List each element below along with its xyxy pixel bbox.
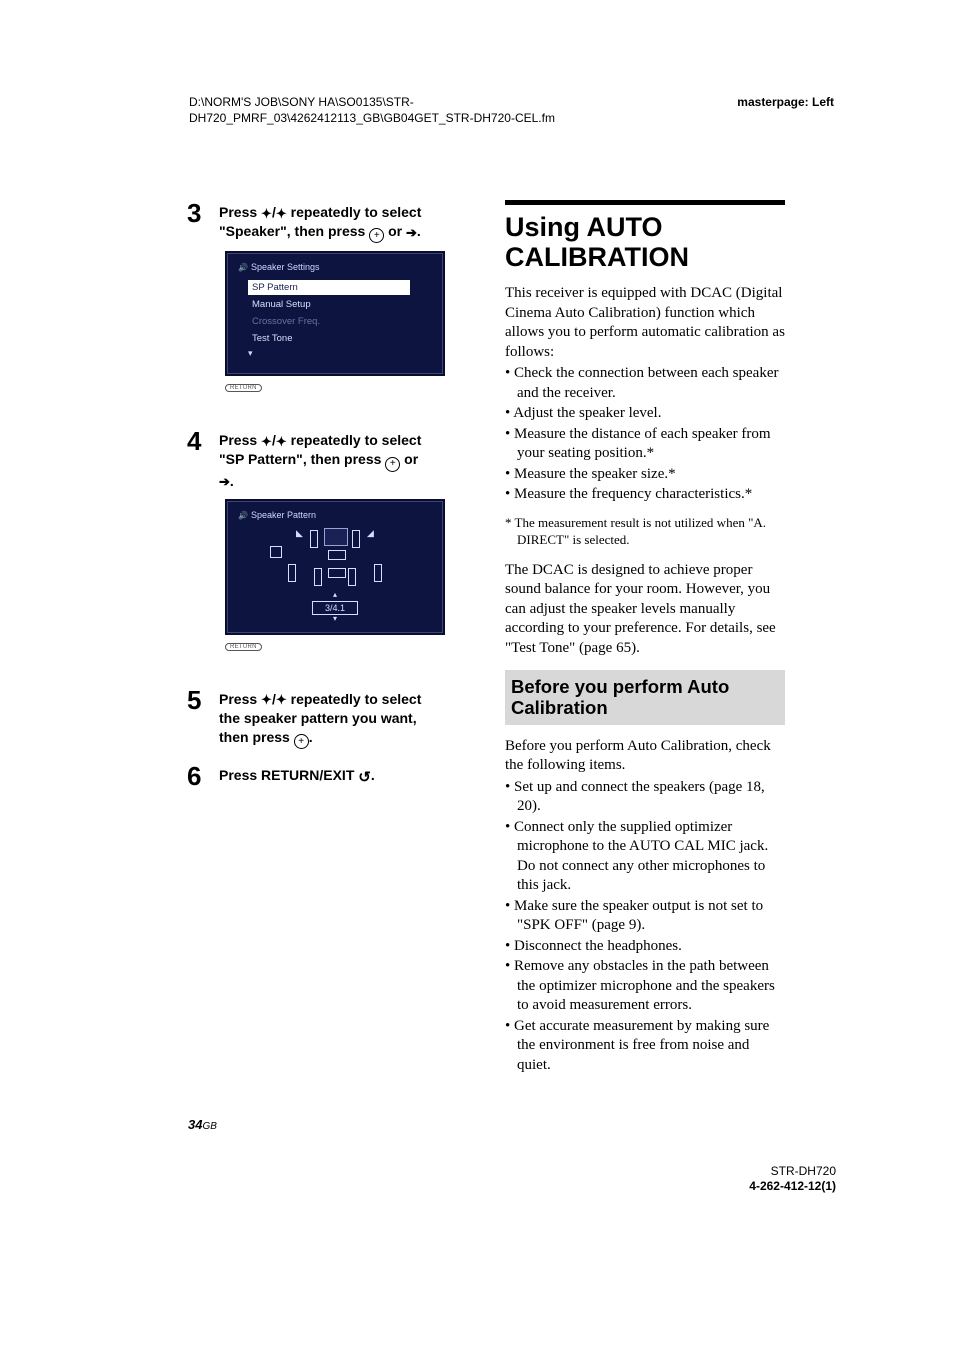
step-number: 4 [187,428,207,672]
bullet-list-1: Check the connection between each speake… [505,364,785,505]
step-body: Press ✦/✦ repeatedly to select the speak… [219,687,467,749]
footer-code: 4-262-412-12(1) [749,1179,836,1195]
right-icon: ➔ [219,473,230,491]
text: or [384,223,406,239]
left-column: 3 Press ✦/✦ repeatedly to select "Speake… [187,200,467,1085]
header-bar: D:\NORM'S JOB\SONY HA\SO0135\STR-DH720_P… [189,95,834,126]
page-num-suffix: GB [202,1121,216,1132]
up-icon: ✦ [261,205,272,223]
step-4: 4 Press ✦/✦ repeatedly to select "SP Pat… [187,428,467,672]
speaker-icon [314,568,322,586]
text: . [309,729,313,745]
crossed-speaker-icon: ◣ [367,528,374,539]
menu-item: Manual Setup [248,297,410,312]
screen-title: Speaker Settings [238,262,432,272]
up-icon: ✦ [261,433,272,451]
footer-right: STR-DH720 4-262-412-12(1) [749,1164,836,1195]
list-item: Remove any obstacles in the path between… [505,957,785,1016]
paragraph: This receiver is equipped with DCAC (Dig… [505,284,785,362]
down-icon: ✦ [276,691,287,709]
speaker-icon [352,530,360,548]
return-tag: RETURN [225,384,262,392]
step-3: 3 Press ✦/✦ repeatedly to select "Speake… [187,200,467,414]
list-item: Get accurate measurement by making sure … [505,1017,785,1076]
step-body: Press ✦/✦ repeatedly to select "Speaker"… [219,200,467,414]
text: "Speaker", then press [219,223,369,239]
page-number: 34GB [188,1117,217,1132]
menu-item: Test Tone [248,331,410,346]
list-item: Measure the distance of each speaker fro… [505,425,785,464]
right-column: Using AUTO CALIBRATION This receiver is … [505,200,785,1085]
page-content: 3 Press ✦/✦ repeatedly to select "Speake… [187,200,785,1085]
down-icon: ✦ [276,433,287,451]
menu-item-selected: SP Pattern [248,280,410,295]
text: . [371,767,375,783]
return-icon: ↺ [358,768,371,788]
text: the speaker pattern you want, [219,710,417,726]
footer-model: STR-DH720 [749,1164,836,1180]
list-item: Set up and connect the speakers (page 18… [505,778,785,817]
text: Press [219,691,261,707]
speaker-icon [348,568,356,586]
text: then press [219,729,294,745]
step-5: 5 Press ✦/✦ repeatedly to select the spe… [187,687,467,749]
file-path: D:\NORM'S JOB\SONY HA\SO0135\STR-DH720_P… [189,95,669,126]
list-item: Adjust the speaker level. [505,404,785,424]
step-number: 5 [187,687,207,749]
list-item: Measure the speaker size.* [505,465,785,485]
center-speaker-icon [328,550,346,560]
up-icon: ✦ [261,691,272,709]
heading-1: Using AUTO CALIBRATION [505,200,785,272]
text: repeatedly to select [287,691,422,707]
text: Press RETURN/EXIT [219,767,358,783]
list-item: Make sure the speaker output is not set … [505,897,785,936]
page-num-value: 34 [188,1117,202,1132]
list-item: Measure the frequency characteristics.* [505,485,785,505]
footnote: * The measurement result is not utilized… [505,515,785,549]
text: Press [219,432,261,448]
down-arrow-icon: ▾ [333,614,337,623]
pattern-value: 3/4.1 [312,601,358,615]
text: or [400,451,418,467]
step-body: Press ✦/✦ repeatedly to select "SP Patte… [219,428,467,672]
speaker-icon [288,564,296,582]
speaker-icon [310,530,318,548]
speaker-icon [328,568,346,578]
masterpage-label: masterpage: Left [737,95,834,126]
speaker-settings-screenshot: Speaker Settings SP Pattern Manual Setup… [225,251,445,394]
text: Press [219,204,261,220]
speaker-layout: ◣ ◣ [258,528,412,618]
step-number: 3 [187,200,207,414]
paragraph: Before you perform Auto Calibration, che… [505,737,785,776]
enter-icon: + [294,734,309,749]
right-icon: ➔ [406,224,417,242]
tv-icon [324,528,348,546]
enter-icon: + [385,457,400,472]
list-item: Disconnect the headphones. [505,937,785,957]
menu-item-disabled: Crossover Freq. [248,314,410,329]
enter-icon: + [369,228,384,243]
heading-2: Before you perform Auto Calibration [505,670,785,725]
text: . [417,223,421,239]
speaker-icon [374,564,382,582]
step-number: 6 [187,763,207,789]
up-arrow-icon: ▴ [333,590,337,599]
step-6: 6 Press RETURN/EXIT ↺. [187,763,467,789]
down-icon: ✦ [276,205,287,223]
list-item: Check the connection between each speake… [505,364,785,403]
text: repeatedly to select [287,204,422,220]
list-item: Connect only the supplied optimizer micr… [505,818,785,896]
text: "SP Pattern", then press [219,451,385,467]
return-tag: RETURN [225,643,262,651]
bullet-list-2: Set up and connect the speakers (page 18… [505,778,785,1076]
down-arrow-icon: ▾ [248,348,432,359]
paragraph: The DCAC is designed to achieve proper s… [505,561,785,659]
text: repeatedly to select [287,432,422,448]
text: . [230,473,234,489]
subwoofer-icon [270,546,282,558]
crossed-speaker-icon: ◣ [296,528,303,539]
screen-title: Speaker Pattern [238,510,432,520]
step-body: Press RETURN/EXIT ↺. [219,763,467,789]
speaker-pattern-screenshot: Speaker Pattern ◣ ◣ [225,499,445,653]
